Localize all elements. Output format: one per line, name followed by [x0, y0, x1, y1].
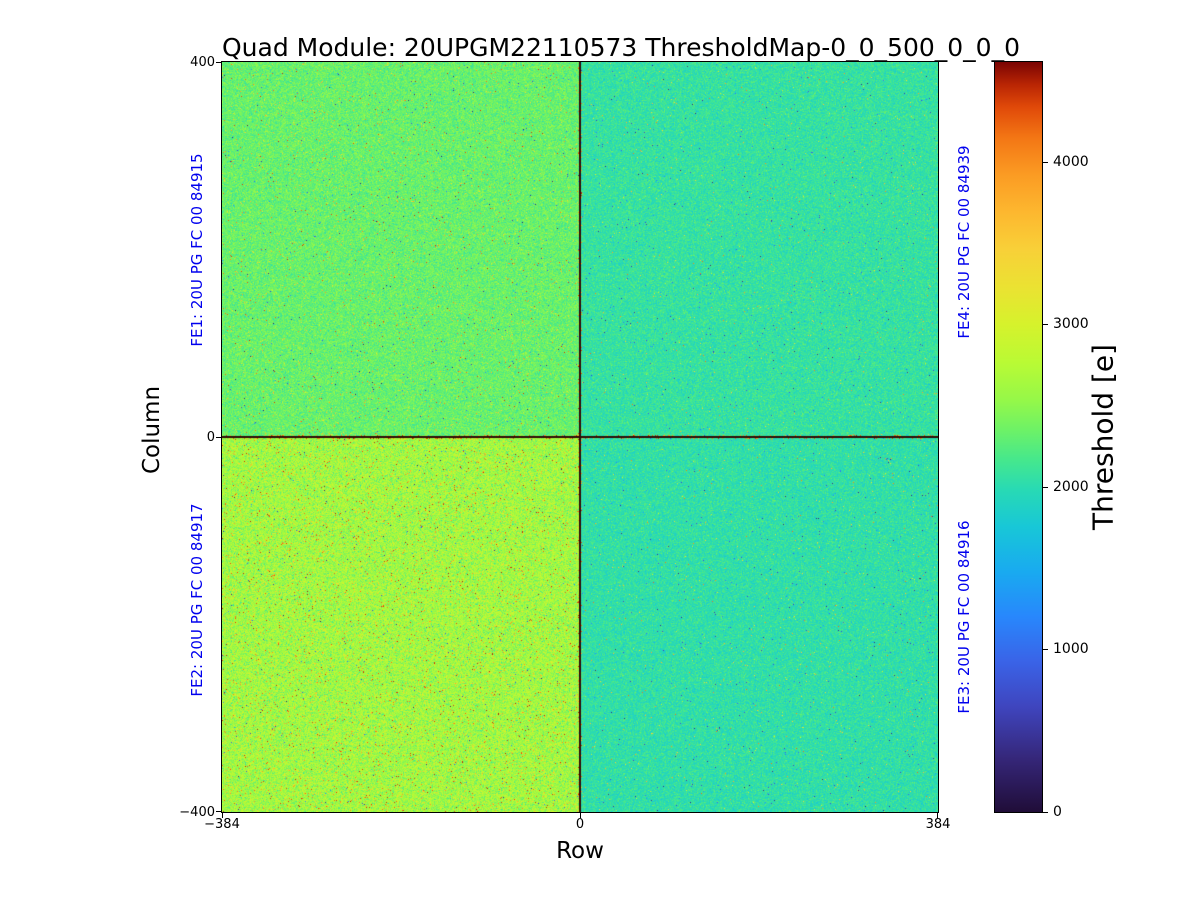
colorbar-tick-label: 2000 — [1053, 478, 1089, 495]
fe2-label: FE2: 20U PG FC 00 84917 — [188, 503, 206, 697]
colorbar-tick-label: 4000 — [1053, 153, 1089, 170]
colorbar-tick-mark — [1043, 812, 1048, 813]
heatmap-plot — [221, 61, 939, 813]
colorbar — [994, 61, 1043, 813]
colorbar-tick-mark — [1043, 649, 1048, 651]
fe3-label: FE3: 20U PG FC 00 84916 — [955, 520, 973, 714]
x-axis-label: Row — [556, 838, 604, 864]
x-tick-mark — [580, 813, 581, 818]
colorbar-tick-label: 1000 — [1053, 641, 1089, 658]
heatmap-canvas — [222, 62, 938, 812]
colorbar-tick-mark — [1043, 161, 1048, 163]
x-tick-label-neg384: −384 — [204, 817, 240, 832]
colorbar-tick-label: 3000 — [1053, 316, 1089, 333]
x-tick-mark — [937, 813, 938, 818]
x-tick-label-0: 0 — [575, 817, 585, 832]
fe1-label: FE1: 20U PG FC 00 84915 — [188, 153, 206, 347]
chart-title: Quad Module: 20UPGM22110573 ThresholdMap… — [222, 33, 1020, 62]
x-tick-mark — [222, 813, 223, 818]
y-tick-label-0: 0 — [206, 430, 215, 445]
y-tick-mark — [216, 437, 221, 438]
y-tick-mark — [216, 811, 221, 812]
colorbar-tick-label: 0 — [1053, 804, 1062, 820]
colorbar-label: Threshold [e] — [1086, 344, 1120, 530]
colorbar-tick-mark — [1043, 324, 1048, 326]
y-tick-label-neg400: −400 — [179, 805, 215, 820]
colorbar-tick-mark — [1043, 486, 1048, 488]
fe4-label: FE4: 20U PG FC 00 84939 — [955, 145, 973, 339]
colorbar-gradient — [995, 62, 1042, 812]
y-tick-label-400: 400 — [190, 55, 215, 70]
y-axis-label: Column — [139, 385, 165, 475]
x-tick-label-384: 384 — [925, 817, 951, 832]
y-tick-mark — [216, 62, 221, 63]
